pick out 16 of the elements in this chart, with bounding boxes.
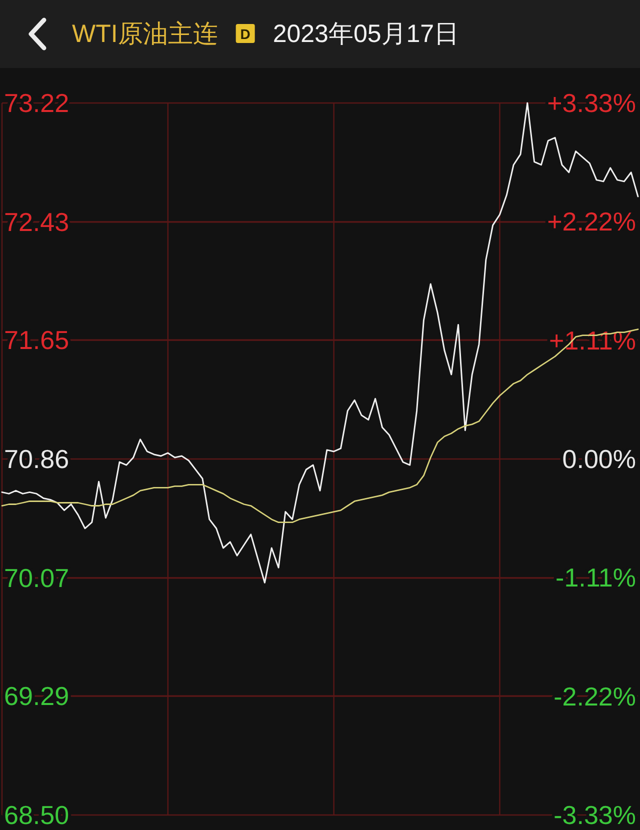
y2tick: +2.22% — [547, 206, 636, 237]
y2tick: -3.33% — [554, 800, 636, 830]
ytick: 71.65 — [4, 324, 70, 355]
ytick: 73.22 — [4, 88, 70, 118]
ytick: 70.86 — [4, 444, 70, 474]
ytick: 72.43 — [4, 207, 70, 238]
y2tick: +3.33% — [547, 88, 636, 118]
subtitle: 2023年05月17日 — [272, 20, 460, 48]
y2tick: 0.00% — [562, 444, 636, 474]
ytick: 68.50 — [4, 800, 70, 830]
ytick: 70.07 — [4, 563, 70, 594]
y2tick: -1.11% — [556, 562, 636, 593]
y2tick: -2.22% — [554, 681, 636, 712]
ytick: 69.29 — [4, 680, 70, 711]
badge: D — [236, 24, 255, 43]
title: WTI原油主连 — [72, 20, 218, 48]
